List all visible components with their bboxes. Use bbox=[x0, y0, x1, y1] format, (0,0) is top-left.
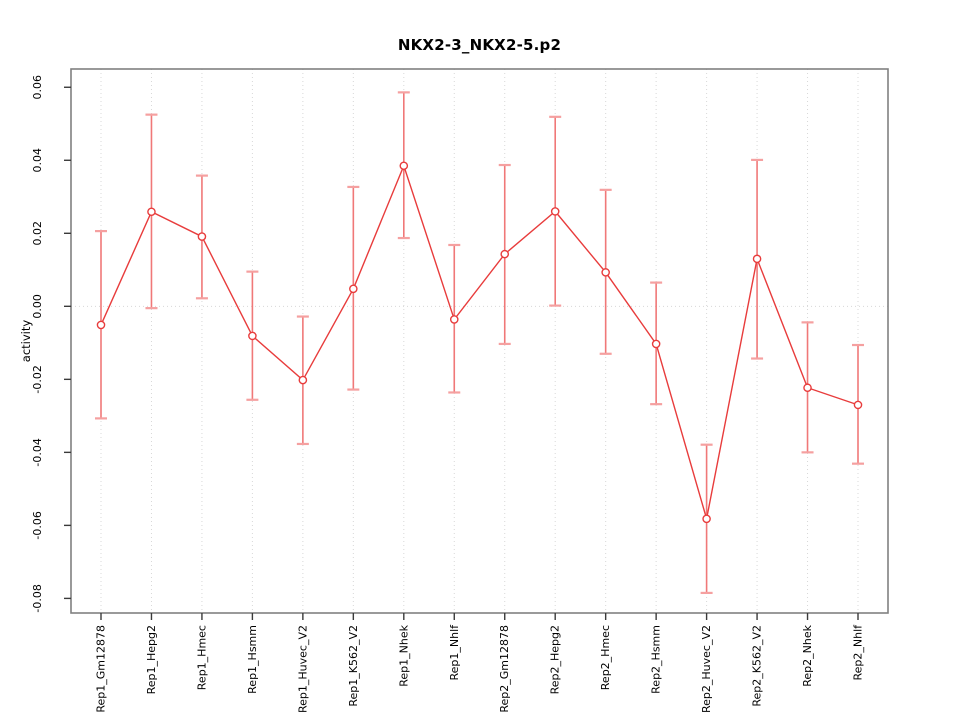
y-tick-label: -0.04 bbox=[31, 438, 44, 466]
data-point bbox=[298, 375, 308, 385]
x-tick-label: Rep2_Nhek bbox=[801, 624, 814, 686]
y-tick-label: 0.06 bbox=[31, 75, 44, 100]
y-tick-label: 0.04 bbox=[31, 148, 44, 173]
data-point bbox=[399, 161, 409, 171]
x-tick-label: Rep2_Nhlf bbox=[852, 624, 865, 681]
x-tick-label: Rep2_Hepg2 bbox=[549, 625, 562, 694]
data-point bbox=[449, 315, 459, 324]
plot-box bbox=[70, 68, 889, 614]
data-point bbox=[601, 268, 610, 277]
data-point bbox=[147, 207, 156, 217]
x-tick-label: Rep1_Hmec bbox=[195, 625, 208, 690]
x-tick-label: Rep1_Hsmm bbox=[246, 625, 259, 694]
x-tick-label: Rep2_Huvec_V2 bbox=[700, 625, 713, 713]
x-tick-label: Rep1_Nhek bbox=[397, 624, 410, 686]
x-tick-label: Rep2_Hsmm bbox=[650, 625, 663, 694]
data-point bbox=[853, 400, 863, 410]
y-tick-label: -0.06 bbox=[31, 511, 44, 539]
x-tick-label: Rep2_Hmec bbox=[599, 625, 612, 690]
x-tick-label: Rep2_Gm12878 bbox=[498, 625, 511, 713]
y-tick-label: -0.02 bbox=[31, 365, 44, 393]
data-point bbox=[752, 254, 762, 264]
x-tick-label: Rep1_Nhlf bbox=[448, 624, 461, 681]
y-tick-label: 0.00 bbox=[31, 294, 44, 319]
data-point bbox=[349, 284, 358, 294]
data-line bbox=[100, 163, 859, 519]
data-point bbox=[550, 207, 560, 216]
y-axis-label: activity bbox=[19, 319, 33, 363]
data-point bbox=[500, 249, 510, 259]
data-point bbox=[197, 232, 207, 241]
x-tick-label: Rep1_Hepg2 bbox=[145, 625, 158, 694]
x-tick-label: Rep2_K562_V2 bbox=[751, 625, 764, 707]
data-point bbox=[803, 383, 812, 393]
data-point bbox=[651, 339, 661, 349]
y-tick-label: -0.08 bbox=[31, 584, 44, 612]
data-point bbox=[702, 514, 711, 524]
x-tick-label: Rep1_Huvec_V2 bbox=[296, 625, 309, 713]
chart-title: NKX2-3_NKX2-5.p2 bbox=[397, 36, 562, 54]
y-tick-label: 0.02 bbox=[31, 221, 44, 246]
data-point bbox=[96, 320, 106, 330]
x-tick-label: Rep1_Gm12878 bbox=[95, 625, 108, 713]
data-point bbox=[248, 331, 257, 341]
x-tick-label: Rep1_K562_V2 bbox=[347, 625, 360, 707]
